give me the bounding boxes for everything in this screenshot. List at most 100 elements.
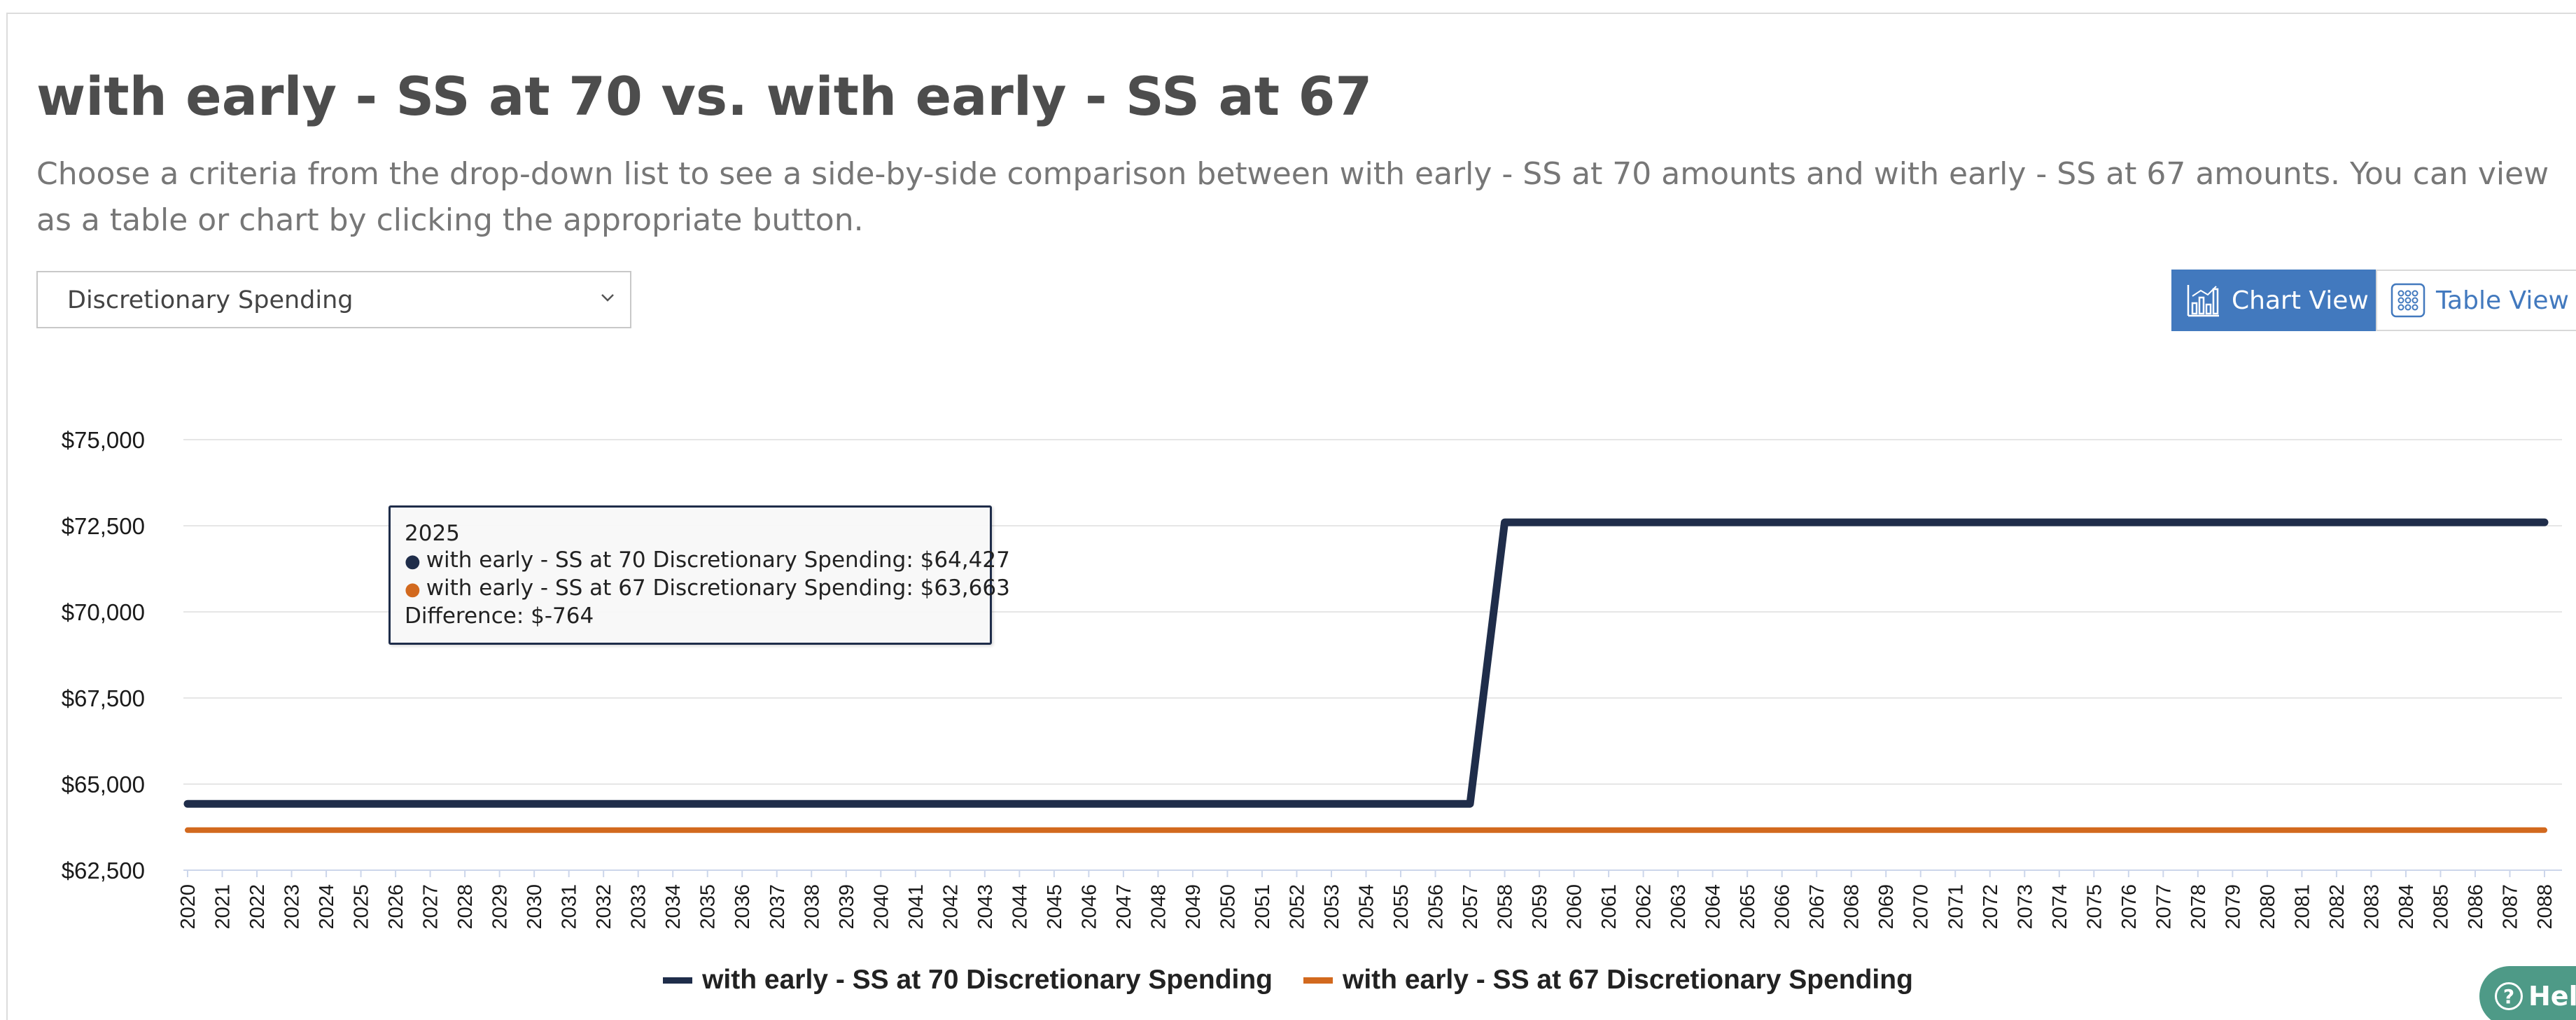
x-tick-label: 2043 (974, 884, 997, 930)
x-tick-label: 2041 (905, 884, 927, 930)
x-tick-label: 2050 (1217, 884, 1239, 930)
x-tick-label: 2029 (489, 884, 512, 930)
x-tick-label: 2058 (1494, 884, 1517, 930)
table-view-button[interactable]: Table View (2376, 270, 2576, 331)
x-tick-label: 2064 (1702, 884, 1725, 930)
chevron-down-icon (601, 294, 614, 302)
page-title: with early - SS at 70 vs. with early - S… (36, 65, 1373, 127)
legend-swatch-ss70 (663, 977, 693, 984)
chart-tooltip: 2025 ● with early - SS at 70 Discretionar… (388, 505, 1010, 645)
x-tick-label: 2055 (1390, 884, 1413, 930)
grid-icon (2390, 283, 2426, 318)
x-tick-label: 2069 (1875, 884, 1898, 930)
x-tick-label: 2045 (1044, 884, 1066, 930)
help-label: Help (2528, 981, 2576, 1012)
tooltip-row-ss70: ● with early - SS at 70 Discretionary Spe… (405, 547, 1010, 575)
y-tick-label: $70,000 (62, 599, 145, 625)
x-tick-label: 2037 (766, 884, 789, 930)
bar-chart-icon (2187, 285, 2219, 317)
legend-item-ss67[interactable]: with early - SS at 67 Discretionary Spen… (1303, 965, 1913, 995)
legend-label-ss67: with early - SS at 67 Discretionary Spen… (1343, 965, 1913, 995)
x-axis: 2020 2021 2022 2023 2024 2025 2026 2027 2028 2029… (177, 870, 2556, 930)
x-tick-label: 2082 (2326, 884, 2348, 930)
x-tick-label: 2046 (1078, 884, 1100, 930)
legend-swatch-ss67 (1303, 977, 1333, 984)
tooltip-dot-ss67: ● (405, 579, 421, 600)
y-tick-label: $65,000 (62, 771, 145, 797)
tooltip-year: 2025 (405, 521, 460, 546)
x-tick-label: 2075 (2083, 884, 2106, 930)
x-tick-label: 2057 (1460, 884, 1482, 930)
x-tick-label: 2083 (2360, 884, 2383, 930)
x-tick-label: 2071 (1945, 884, 1967, 930)
tooltip-row-ss67: ● with early - SS at 67 Discretionary Spe… (405, 575, 1010, 603)
x-tick-label: 2087 (2499, 884, 2521, 930)
legend-item-ss70[interactable]: with early - SS at 70 Discretionary Spen… (663, 965, 1273, 995)
x-tick-label: 2026 (385, 884, 407, 930)
x-tick-label: 2056 (1425, 884, 1448, 930)
x-tick-label: 2054 (1356, 884, 1378, 930)
x-tick-label: 2068 (1841, 884, 1863, 930)
x-tick-label: 2062 (1633, 884, 1656, 930)
x-tick-label: 2049 (1182, 884, 1205, 930)
x-tick-label: 2066 (1772, 884, 1794, 930)
chart-view-label: Chart View (2232, 286, 2369, 315)
x-tick-label: 2079 (2222, 884, 2244, 930)
tooltip-difference: Difference: $-764 (405, 603, 594, 629)
x-tick-label: 2031 (559, 884, 581, 930)
x-tick-label: 2074 (2049, 884, 2071, 930)
x-tick-label: 2023 (281, 884, 304, 930)
chart-view-button[interactable]: Chart View (2171, 270, 2376, 331)
legend-label-ss70: with early - SS at 70 Discretionary Spen… (702, 965, 1273, 995)
page-description: Choose a criteria from the drop-down lis… (36, 156, 2549, 238)
criteria-dropdown-value: Discretionary Spending (67, 286, 354, 314)
x-tick-label: 2044 (1009, 884, 1031, 930)
x-tick-label: 2034 (662, 884, 685, 930)
x-tick-label: 2076 (2118, 884, 2141, 930)
x-tick-label: 2024 (316, 884, 338, 930)
x-tick-label: 2086 (2465, 884, 2487, 930)
x-tick-label: 2059 (1529, 884, 1551, 930)
x-tick-label: 2038 (801, 884, 823, 930)
tooltip-text-ss70: with early - SS at 70 Discretionary Spen… (426, 547, 1010, 573)
chart-legend: with early - SS at 70 Discretionary Spen… (0, 965, 2576, 995)
x-tick-label: 2032 (593, 884, 615, 930)
x-tick-label: 2030 (524, 884, 546, 930)
x-tick-label: 2077 (2152, 884, 2175, 930)
x-tick-label: 2060 (1564, 884, 1586, 930)
criteria-dropdown[interactable]: Discretionary Spending (36, 271, 631, 328)
x-tick-label: 2040 (870, 884, 892, 930)
x-tick-label: 2061 (1598, 884, 1620, 930)
x-tick-label: 2078 (2188, 884, 2210, 930)
y-tick-label: $75,000 (62, 427, 145, 453)
x-tick-label: 2051 (1252, 884, 1274, 930)
x-tick-label: 2033 (628, 884, 650, 930)
x-tick-label: 2088 (2534, 884, 2556, 930)
help-button[interactable]: ? Help (2479, 966, 2576, 1020)
x-tick-label: 2047 (1113, 884, 1135, 930)
y-axis: $62,500 $65,000 $67,500 $70,000 $72,500 $75,0… (62, 427, 145, 883)
x-tick-label: 2039 (836, 884, 858, 930)
x-tick-label: 2073 (2014, 884, 2036, 930)
series-line-ss70[interactable] (183, 518, 2549, 808)
x-tick-label: 2081 (2291, 884, 2314, 930)
y-tick-label: $62,500 (62, 858, 145, 883)
tooltip-dot-ss70: ● (405, 551, 421, 572)
x-tick-label: 2085 (2430, 884, 2452, 930)
x-tick-label: 2063 (1667, 884, 1690, 930)
x-tick-label: 2067 (1806, 884, 1828, 930)
x-tick-label: 2021 (212, 884, 234, 930)
x-tick-label: 2048 (1147, 884, 1170, 930)
x-tick-label: 2072 (1980, 884, 2002, 930)
x-tick-label: 2065 (1737, 884, 1759, 930)
table-view-label: Table View (2436, 286, 2569, 315)
x-tick-label: 2053 (1321, 884, 1343, 930)
y-tick-label: $72,500 (62, 513, 145, 539)
x-tick-label: 2027 (420, 884, 442, 930)
x-tick-label: 2042 (939, 884, 962, 930)
x-tick-label: 2052 (1286, 884, 1308, 930)
x-tick-label: 2084 (2395, 884, 2418, 930)
chart-series (183, 518, 2549, 833)
